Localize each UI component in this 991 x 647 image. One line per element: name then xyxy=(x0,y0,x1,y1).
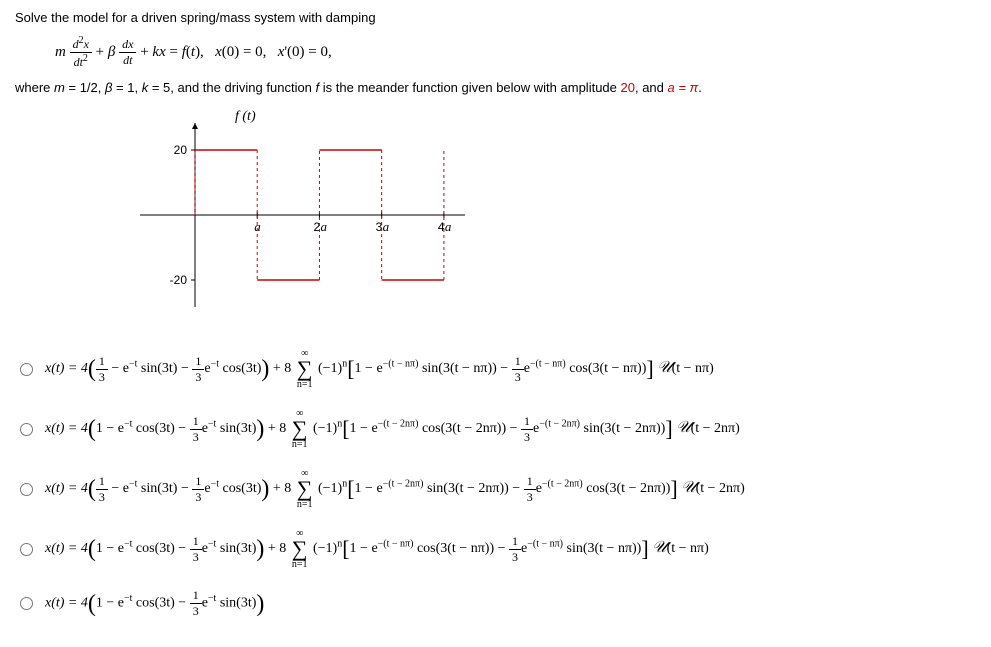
option-2[interactable]: x(t) = 4(1 − e−t cos(3t) − 13e−t sin(3t)… xyxy=(15,408,976,450)
option-4-radio[interactable] xyxy=(20,543,33,556)
svg-text:-20: -20 xyxy=(170,273,188,287)
a-value: a = π xyxy=(668,80,699,95)
option-4[interactable]: x(t) = 4(1 − e−t cos(3t) − 13e−t sin(3t)… xyxy=(15,528,976,570)
option-1-formula: x(t) = 4(13 − e−t sin(3t) − 13e−t cos(3t… xyxy=(45,348,714,390)
option-5[interactable]: x(t) = 4(1 − e−t cos(3t) − 13e−t sin(3t)… xyxy=(15,588,976,619)
where-clause: where m = 1/2, β = 1, k = 5, and the dri… xyxy=(15,80,976,95)
main-equation: m d2xdt2 + β dxdt + kx = f(t), x(0) = 0,… xyxy=(55,35,976,70)
option-1-radio[interactable] xyxy=(20,363,33,376)
option-1[interactable]: x(t) = 4(13 − e−t sin(3t) − 13e−t cos(3t… xyxy=(15,348,976,390)
svg-text:f (t): f (t) xyxy=(235,109,256,124)
option-5-radio[interactable] xyxy=(20,597,33,610)
svg-text:a: a xyxy=(445,219,452,234)
svg-text:a: a xyxy=(320,219,327,234)
option-2-radio[interactable] xyxy=(20,423,33,436)
answer-options: x(t) = 4(13 − e−t sin(3t) − 13e−t cos(3t… xyxy=(15,348,976,619)
problem-intro: Solve the model for a driven spring/mass… xyxy=(15,10,976,25)
option-2-formula: x(t) = 4(1 − e−t cos(3t) − 13e−t sin(3t)… xyxy=(45,408,740,450)
svg-text:a: a xyxy=(383,219,390,234)
meander-chart: f (t)t20-20a2a3a4a xyxy=(105,105,976,318)
svg-text:a: a xyxy=(254,219,261,234)
option-3-formula: x(t) = 4(13 − e−t sin(3t) − 13e−t cos(3t… xyxy=(45,468,745,510)
option-3-radio[interactable] xyxy=(20,483,33,496)
option-5-formula: x(t) = 4(1 − e−t cos(3t) − 13e−t sin(3t)… xyxy=(45,588,264,619)
option-4-formula: x(t) = 4(1 − e−t cos(3t) − 13e−t sin(3t)… xyxy=(45,528,709,570)
svg-text:20: 20 xyxy=(174,143,188,157)
option-3[interactable]: x(t) = 4(13 − e−t sin(3t) − 13e−t cos(3t… xyxy=(15,468,976,510)
amplitude-value: 20 xyxy=(621,80,635,95)
